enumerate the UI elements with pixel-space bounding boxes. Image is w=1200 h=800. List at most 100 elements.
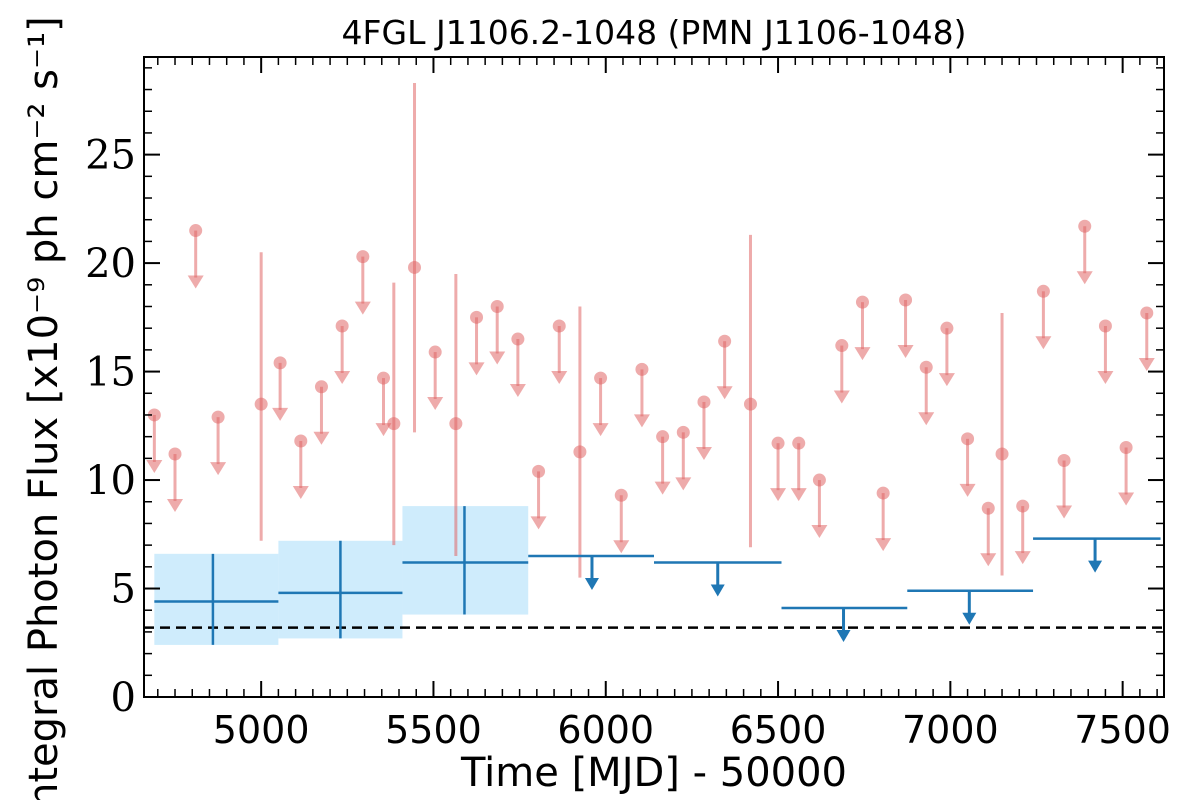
monthly-upper-limit-arrow-head	[272, 407, 289, 421]
monthly-upper-limit-arrow-head	[1014, 551, 1031, 565]
monthly-upper-limit-arrow-head	[833, 390, 850, 404]
monthly-upper-limit-point	[1036, 284, 1050, 298]
monthly-upper-limit-arrow-head	[1118, 492, 1135, 506]
monthly-upper-limit-point	[1098, 319, 1112, 333]
monthly-upper-limit-arrow-head	[489, 351, 506, 365]
x-tick-label: 6000	[557, 708, 654, 752]
monthly-upper-limit-point	[676, 425, 690, 439]
monthly-upper-limit-arrow-head	[959, 483, 976, 497]
monthly-upper-limit-arrow-head	[875, 538, 892, 552]
monthly-upper-limit-arrow-head	[897, 344, 914, 358]
monthly-upper-limit-point	[294, 434, 308, 448]
y-tick-label: 25	[85, 133, 136, 179]
monthly-upper-limit-arrow-head	[918, 412, 935, 426]
monthly-upper-limit-point	[428, 345, 442, 359]
yearly-upper-limit-arrow-head	[1088, 560, 1103, 573]
yearly-series-layer	[154, 506, 1161, 645]
monthly-point	[408, 260, 422, 274]
monthly-upper-limit-arrow-head	[468, 362, 485, 376]
monthly-upper-limit-arrow-head	[1076, 271, 1093, 285]
monthly-upper-limit-point	[614, 488, 628, 502]
monthly-upper-limit-point	[335, 319, 349, 333]
monthly-point	[743, 397, 757, 411]
monthly-upper-limit-point	[511, 332, 525, 346]
monthly-upper-limit-point	[490, 299, 504, 313]
monthly-upper-limit-point	[961, 432, 975, 446]
monthly-upper-limit-arrow-head	[167, 499, 184, 513]
x-tick-label: 7500	[1074, 708, 1171, 752]
x-axis-label: Time [MJD] - 50000	[460, 750, 847, 796]
monthly-upper-limit-arrow-head	[1138, 358, 1155, 371]
monthly-upper-limit-arrow-head	[613, 540, 630, 554]
monthly-upper-limit-point	[981, 501, 995, 515]
y-tick-label: 0	[111, 675, 136, 721]
monthly-upper-limit-point	[792, 436, 806, 450]
monthly-point	[254, 397, 268, 411]
yearly-upper-limit-arrow-head	[710, 584, 725, 597]
monthly-upper-limit-arrow-head	[334, 371, 351, 385]
x-tick-label: 7000	[902, 708, 999, 752]
monthly-upper-limit-arrow-head	[854, 347, 871, 361]
monthly-upper-limit-point	[147, 408, 161, 422]
monthly-upper-limit-point	[189, 224, 203, 238]
x-tick-label: 5500	[385, 708, 482, 752]
monthly-upper-limit-arrow-head	[146, 459, 163, 473]
monthly-upper-limit-point	[1140, 306, 1154, 320]
plot-frame	[143, 56, 1165, 698]
monthly-series-layer	[146, 83, 1155, 578]
monthly-upper-limit-arrow-head	[938, 373, 955, 387]
monthly-upper-limit-point	[1016, 499, 1030, 513]
yearly-upper-limit-arrow-head	[584, 577, 599, 590]
monthly-upper-limit-arrow-head	[633, 414, 650, 428]
monthly-upper-limit-point	[855, 295, 869, 309]
monthly-upper-limit-point	[273, 356, 287, 370]
monthly-upper-limit-arrow-head	[292, 486, 309, 499]
monthly-upper-limit-arrow-head	[187, 275, 204, 289]
monthly-upper-limit-arrow-head	[210, 462, 227, 476]
y-tick-label: 20	[85, 241, 136, 287]
monthly-upper-limit-point	[211, 410, 225, 424]
chart-title: 4FGL J1106.2-1048 (PMN J1106-1048)	[342, 13, 967, 52]
monthly-upper-limit-point	[356, 250, 370, 264]
monthly-upper-limit-point	[697, 395, 711, 409]
monthly-upper-limit-point	[718, 334, 732, 348]
monthly-upper-limit-arrow-head	[654, 481, 671, 495]
x-tick-label: 5000	[213, 708, 310, 752]
monthly-upper-limit-arrow-head	[695, 446, 712, 460]
monthly-upper-limit-point	[771, 436, 785, 450]
monthly-upper-limit-point	[594, 371, 608, 385]
monthly-upper-limit-arrow-head	[1035, 336, 1052, 350]
monthly-upper-limit-arrow-head	[675, 477, 692, 491]
monthly-upper-limit-point	[376, 371, 390, 385]
monthly-point	[573, 445, 587, 459]
y-tick-label: 15	[85, 350, 136, 396]
monthly-upper-limit-arrow-head	[354, 301, 371, 315]
monthly-point	[387, 417, 401, 431]
monthly-upper-limit-point	[1078, 219, 1092, 233]
y-tick-label: 5	[111, 567, 136, 613]
monthly-upper-limit-point	[635, 362, 649, 376]
monthly-upper-limit-arrow-head	[770, 488, 787, 502]
y-tick-label: 10	[85, 458, 136, 504]
monthly-point	[449, 417, 463, 431]
monthly-upper-limit-point	[532, 464, 546, 478]
monthly-upper-limit-arrow-head	[530, 516, 547, 530]
monthly-upper-limit-point	[552, 319, 566, 333]
monthly-upper-limit-point	[940, 321, 954, 335]
monthly-upper-limit-arrow-head	[592, 423, 609, 437]
monthly-upper-limit-arrow-head	[790, 488, 807, 502]
monthly-upper-limit-point	[812, 473, 826, 487]
monthly-upper-limit-arrow-head	[1097, 371, 1114, 385]
monthly-upper-limit-point	[899, 293, 913, 307]
monthly-upper-limit-point	[314, 380, 328, 394]
monthly-upper-limit-arrow-head	[1056, 505, 1073, 519]
monthly-upper-limit-arrow-head	[716, 386, 733, 400]
monthly-upper-limit-point	[470, 310, 484, 324]
monthly-upper-limit-point	[656, 430, 670, 444]
monthly-upper-limit-arrow-head	[427, 397, 444, 411]
monthly-upper-limit-arrow-head	[980, 553, 997, 567]
monthly-upper-limit-point	[835, 339, 849, 353]
yearly-error-band	[154, 553, 279, 645]
axes-layer: 5000 5500 6000 6500 7000 7500 0 5 10 15 20 25	[85, 56, 1171, 752]
